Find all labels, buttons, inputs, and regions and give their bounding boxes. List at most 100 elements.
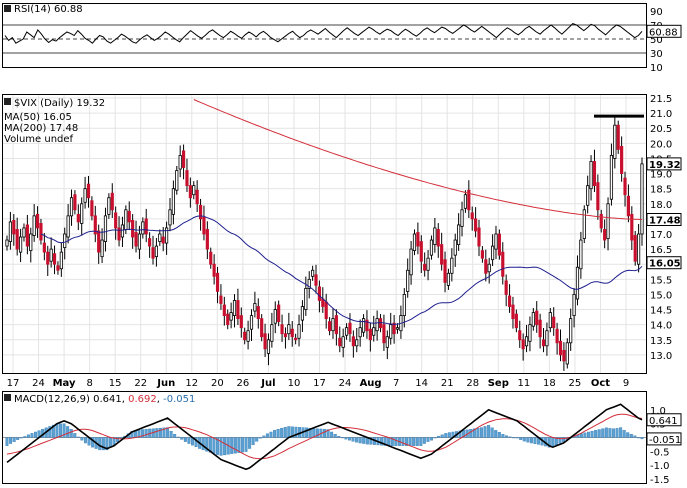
- candle-body: [385, 336, 389, 348]
- macd-hist-bar: [529, 437, 533, 444]
- macd-hist-bar: [48, 426, 52, 438]
- candle-body: [229, 312, 233, 321]
- candle-body: [287, 324, 291, 335]
- macd-hist-bar: [472, 428, 476, 438]
- ma200-last-value-box: [646, 212, 682, 226]
- macd-hist-bar: [287, 426, 291, 438]
- candle-body: [596, 182, 600, 211]
- candle-body: [273, 309, 277, 324]
- x-tick-label: 14: [415, 378, 428, 389]
- macd-hist-bar: [166, 427, 170, 438]
- candle-body: [80, 203, 84, 224]
- macd-hist-bar: [380, 437, 384, 446]
- candle-body: [209, 251, 213, 265]
- macd-hist-bar: [173, 434, 177, 438]
- macd-hist-bar: [244, 437, 248, 452]
- candle-body: [599, 213, 603, 229]
- candle-body: [100, 239, 104, 258]
- candle-body: [490, 245, 495, 261]
- legend-ma200: MA(200) 17.48: [4, 123, 78, 134]
- macd-hist-bar: [604, 427, 608, 438]
- x-tick-label: 7: [393, 378, 399, 389]
- candle-body: [97, 230, 101, 253]
- candle-body: [606, 203, 610, 239]
- candle-body: [436, 229, 440, 247]
- candle-body: [307, 278, 311, 289]
- macd-hist-value: -0.051: [649, 435, 681, 446]
- candle-body: [324, 301, 328, 320]
- macd-hist-bar: [501, 434, 505, 438]
- rsi-last-value: 60.88: [649, 27, 678, 38]
- macd-hist-bar: [158, 427, 162, 438]
- macd-hist-bar: [265, 433, 269, 438]
- macd-hist-bar: [351, 437, 355, 442]
- macd-hist-bar: [280, 427, 284, 438]
- macd-hist-bar: [401, 437, 405, 446]
- x-tick-label: Oct: [591, 378, 610, 389]
- x-tick-label: 8: [86, 378, 92, 389]
- rsi-ytick-label: 30: [650, 49, 663, 60]
- candle-body: [283, 333, 288, 338]
- price-icon: [4, 98, 11, 105]
- macd-hist-bar: [622, 430, 626, 438]
- candle-body: [222, 304, 226, 316]
- macd-hist-bar: [258, 437, 262, 439]
- candle-body: [613, 124, 617, 159]
- macd-ytick-label: -0.5: [650, 447, 670, 458]
- macd-hist-bar: [437, 435, 441, 438]
- candle-body: [304, 287, 308, 310]
- candle-body: [406, 269, 410, 292]
- candle-body: [39, 223, 43, 241]
- candle-body: [73, 194, 77, 211]
- macd-hist-bar: [390, 437, 394, 446]
- macd-hist-bar: [201, 437, 205, 451]
- candle-body: [524, 336, 529, 347]
- candle-body: [29, 233, 33, 252]
- candle-body: [626, 195, 631, 217]
- rsi-ytick-label: 10: [650, 63, 663, 74]
- x-tick-label: 15: [109, 378, 122, 389]
- candle-body: [141, 221, 145, 235]
- macd-hist-bar: [51, 424, 55, 438]
- macd-hist-bar: [487, 425, 491, 438]
- candle-body: [137, 233, 142, 250]
- price-ytick-label: 20.5: [650, 124, 672, 135]
- macd-hist-bar: [347, 437, 351, 441]
- candle-body: [640, 163, 644, 235]
- candle-body: [83, 188, 87, 203]
- candle-body: [124, 209, 128, 230]
- ma200-last-value: 17.48: [649, 215, 681, 226]
- macd-hist-bar: [183, 437, 187, 442]
- candle-body: [507, 295, 512, 307]
- macd-hist-bar: [59, 423, 62, 438]
- candle-body: [270, 324, 274, 342]
- price-title-text: $VIX (Daily) 19.32: [14, 98, 105, 109]
- candle-body: [188, 185, 192, 199]
- candle-body: [8, 221, 12, 242]
- candle-body: [416, 232, 420, 247]
- ma200-line: [193, 99, 643, 220]
- candle-body: [487, 263, 491, 273]
- candle-body: [470, 212, 474, 220]
- candle-body: [219, 295, 223, 304]
- price-ytick-label: 15.5: [650, 275, 672, 286]
- candle-body: [392, 322, 396, 335]
- macd-hist-bar: [508, 436, 512, 438]
- macd-hist-bar: [533, 437, 537, 445]
- candle-body: [205, 229, 209, 250]
- macd-hist-bar: [233, 437, 237, 454]
- price-last-value-box: [646, 157, 682, 171]
- macd-hist-bar: [551, 437, 555, 448]
- macd-hist-bar: [290, 426, 294, 438]
- candle-body: [528, 324, 532, 342]
- x-tick-label: 17: [7, 378, 20, 389]
- candle-body: [181, 150, 186, 168]
- price-ytick-label: 18.5: [650, 185, 672, 196]
- macd-hist-bar: [273, 430, 277, 438]
- x-tick-label: 22: [134, 378, 147, 389]
- candle-body: [372, 327, 376, 336]
- candle-body: [321, 298, 325, 307]
- macd-hist-bar: [412, 437, 416, 446]
- candle-body: [154, 245, 159, 258]
- macd-hist-bar: [490, 427, 494, 438]
